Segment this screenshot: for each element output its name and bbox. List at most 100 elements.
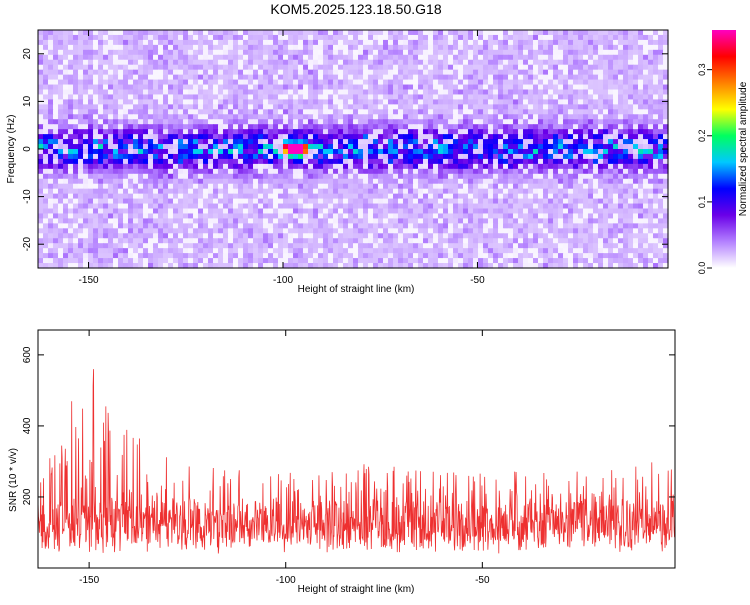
heatmap-cell — [243, 218, 249, 224]
heatmap-cell — [318, 153, 324, 160]
heatmap-cell — [238, 153, 244, 160]
heatmap-cell — [228, 168, 234, 175]
heatmap-cell — [58, 149, 64, 155]
heatmap-cell — [518, 84, 524, 91]
heatmap-cell — [248, 153, 254, 160]
heatmap-cell — [218, 124, 224, 130]
heatmap-cell — [408, 59, 414, 66]
heatmap-cell — [603, 163, 609, 170]
heatmap-cell — [428, 213, 434, 220]
heatmap-cell — [508, 178, 514, 185]
heatmap-cell — [38, 64, 44, 71]
heatmap-cell — [243, 109, 249, 115]
heatmap-cell — [368, 163, 374, 170]
heatmap-cell — [293, 168, 299, 175]
heatmap-cell — [408, 208, 414, 215]
heatmap-cell — [268, 223, 274, 229]
heatmap-cell — [498, 163, 504, 170]
heatmap-cell — [538, 203, 544, 210]
heatmap-cell — [248, 218, 254, 224]
heatmap-cell — [503, 114, 509, 120]
heatmap-cell — [623, 34, 629, 41]
heatmap-cell — [583, 99, 589, 105]
heatmap-cell — [198, 69, 204, 76]
heatmap-cell — [233, 158, 239, 165]
heatmap-cell — [328, 89, 334, 96]
heatmap-cell — [78, 94, 84, 101]
heatmap-cell — [263, 109, 269, 115]
heatmap-cell — [393, 218, 399, 224]
heatmap-cell — [293, 54, 299, 61]
heatmap-cell — [183, 44, 189, 51]
heatmap-cell — [153, 84, 159, 91]
heatmap-cell — [493, 49, 499, 56]
heatmap-cell — [568, 134, 574, 140]
heatmap-cell — [178, 39, 184, 46]
heatmap-cell — [353, 183, 359, 190]
heatmap-cell — [508, 188, 514, 195]
heatmap-cell — [398, 99, 404, 105]
heatmap-cell — [518, 114, 524, 120]
heatmap-cell — [173, 178, 179, 185]
heatmap-cell — [458, 188, 464, 195]
heatmap-cell — [378, 74, 384, 81]
heatmap-cell — [43, 203, 49, 210]
heatmap-cell — [308, 173, 314, 180]
heatmap-cell — [143, 34, 149, 41]
heatmap-cell — [343, 79, 349, 86]
heatmap-cell — [43, 193, 49, 200]
heatmap-cell — [88, 129, 94, 135]
heatmap-cell — [138, 153, 144, 160]
heatmap-cell — [208, 213, 214, 220]
heatmap-cell — [513, 54, 519, 61]
heatmap-cell — [538, 208, 544, 215]
heatmap-cell — [358, 84, 364, 91]
heatmap-cell — [508, 94, 514, 101]
heatmap-cell — [613, 208, 619, 215]
heatmap-cell — [648, 74, 654, 81]
heatmap-cell — [218, 223, 224, 229]
heatmap-cell — [528, 109, 534, 115]
heatmap-cell — [313, 198, 319, 205]
heatmap-cell — [263, 213, 269, 220]
heatmap-cell — [138, 44, 144, 51]
heatmap-cell — [298, 178, 304, 185]
heatmap-cell — [643, 203, 649, 210]
heatmap-cell — [338, 183, 344, 190]
heatmap-cell — [663, 203, 669, 210]
heatmap-cell — [438, 173, 444, 180]
heatmap-cell — [498, 218, 504, 224]
heatmap-cell — [653, 59, 659, 66]
heatmap-cell — [478, 69, 484, 76]
heatmap-cell — [243, 119, 249, 125]
heatmap-cell — [273, 129, 279, 135]
heatmap-cell — [203, 173, 209, 180]
heatmap-cell — [153, 183, 159, 190]
heatmap-cell — [613, 54, 619, 61]
heatmap-cell — [48, 193, 54, 200]
heatmap-cell — [568, 129, 574, 135]
heatmap-cell — [313, 30, 319, 36]
heatmap-cell — [153, 69, 159, 76]
heatmap-cell — [543, 163, 549, 170]
heatmap-cell — [438, 153, 444, 160]
heatmap-cell — [523, 84, 529, 91]
heatmap-cell — [488, 69, 494, 76]
heatmap-cell — [243, 104, 249, 110]
heatmap-cell — [38, 149, 44, 155]
heatmap-cell — [573, 74, 579, 81]
heatmap-cell — [403, 44, 409, 51]
heatmap-cell — [418, 168, 424, 175]
heatmap-cell — [478, 198, 484, 205]
heatmap-cell — [118, 208, 124, 215]
heatmap-cell — [528, 104, 534, 110]
heatmap-cell — [583, 94, 589, 101]
heatmap-cell — [163, 183, 169, 190]
heatmap-cell — [498, 34, 504, 41]
heatmap-cell — [123, 134, 129, 140]
heatmap-cell — [398, 183, 404, 190]
heatmap-cell — [48, 223, 54, 229]
heatmap-cell — [353, 99, 359, 105]
heatmap-cell — [93, 69, 99, 76]
heatmap-cell — [163, 168, 169, 175]
